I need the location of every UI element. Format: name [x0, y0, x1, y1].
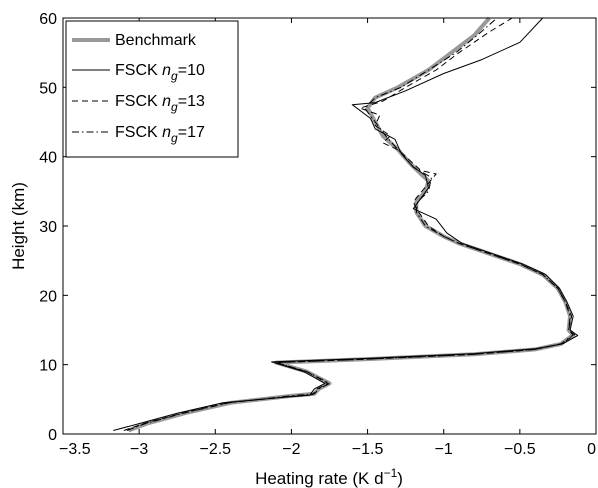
y-axis-title: Height (km) — [9, 182, 28, 270]
y-tick-label: 60 — [39, 11, 57, 28]
y-tick-label: 10 — [39, 358, 57, 375]
axis-ticks: −3.5 −3 −2.5 −2 −1.5 −1 −0.5 0 0 10 20 30 40 50 60 — [39, 11, 597, 458]
series-line-fsck-n-10 — [113, 17, 579, 431]
y-tick-label: 20 — [39, 288, 57, 305]
x-axis-title: Heating rate (K d−1) — [255, 466, 403, 488]
series-line-fsck-n-13 — [123, 17, 576, 431]
x-tick-label: −1 — [435, 441, 453, 458]
x-tick-label: −0.5 — [504, 441, 536, 458]
legend-label-fsck-n-17: FSCK ng=17 — [115, 124, 205, 145]
legend: Benchmark FSCK ng=10 FSCK ng=13 FSCK ng=17 — [65, 20, 239, 158]
legend-label-fsck-n-13: FSCK ng=13 — [115, 93, 205, 114]
x-tick-label: −3.5 — [59, 441, 91, 458]
legend-label-fsck-n-10: FSCK ng=10 — [115, 62, 205, 83]
plot-lines — [113, 16, 579, 433]
x-tick-label: −3 — [130, 441, 148, 458]
x-tick-label: −2 — [282, 441, 300, 458]
x-axis-title-superscript: −1 — [384, 466, 398, 480]
y-tick-label: 50 — [39, 80, 57, 97]
x-tick-label: −2.5 — [199, 441, 231, 458]
y-tick-label: 40 — [39, 150, 57, 167]
x-tick-label: 0 — [587, 441, 596, 458]
legend-label-benchmark: Benchmark — [115, 32, 197, 49]
x-tick-label: −1.5 — [352, 441, 384, 458]
y-tick-label: 30 — [39, 219, 57, 236]
y-tick-label: 0 — [48, 427, 57, 444]
series-line-fsck-n-17 — [126, 17, 574, 431]
legend-box — [65, 20, 239, 158]
